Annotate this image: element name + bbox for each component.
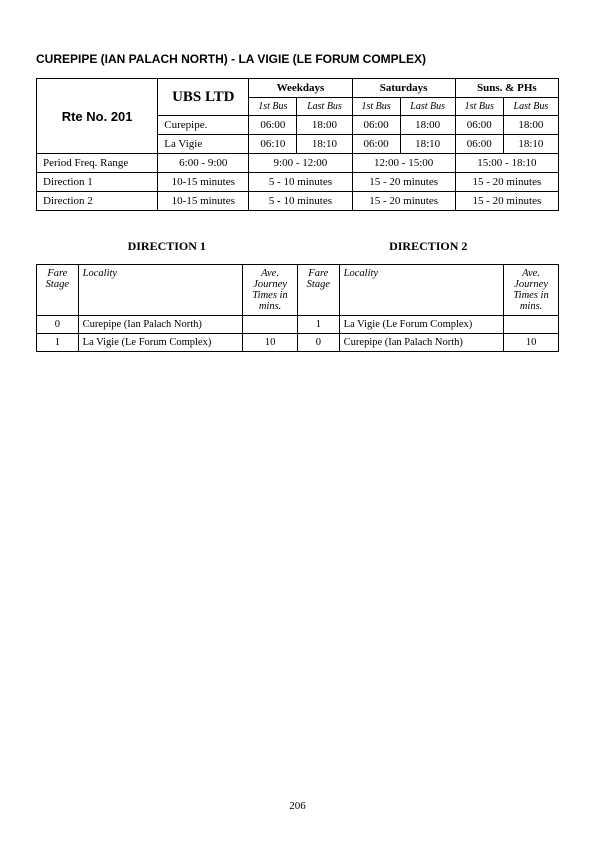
table-row: 0 Curepipe (Ian Palach North) 1 La Vigie…	[37, 316, 559, 334]
fares-table: Fare Stage Locality Ave. Journey Times i…	[36, 264, 559, 352]
cell: 18:00	[503, 116, 558, 135]
sub-header: Last Bus	[400, 98, 455, 116]
cell: 06:10	[249, 135, 297, 154]
page-number: 206	[0, 800, 595, 812]
cell: 06:00	[352, 135, 400, 154]
cell: 18:10	[400, 135, 455, 154]
cell	[243, 316, 298, 334]
cell: 10	[504, 334, 559, 352]
cell: 5 - 10 minutes	[249, 192, 352, 211]
direction-2-heading: DIRECTION 2	[298, 239, 560, 254]
row-label: Direction 2	[37, 192, 158, 211]
cell: 15 - 20 minutes	[352, 192, 455, 211]
cell: 18:10	[297, 135, 352, 154]
cell: 18:00	[297, 116, 352, 135]
cell: 0	[297, 334, 339, 352]
day-header: Suns. & PHs	[455, 79, 558, 98]
row-label: Period Freq. Range	[37, 154, 158, 173]
sub-header: Last Bus	[297, 98, 352, 116]
stop-name: La Vigie	[158, 135, 249, 154]
col-header: Ave. Journey Times in mins.	[504, 265, 559, 316]
cell: 10-15 minutes	[158, 173, 249, 192]
cell: 06:00	[352, 116, 400, 135]
cell: 06:00	[455, 116, 503, 135]
cell: 18:10	[503, 135, 558, 154]
direction-1-heading: DIRECTION 1	[36, 239, 298, 254]
cell: 06:00	[455, 135, 503, 154]
cell: 15 - 20 minutes	[455, 173, 558, 192]
cell: 10	[243, 334, 298, 352]
row-label: Direction 1	[37, 173, 158, 192]
col-header: Fare Stage	[297, 265, 339, 316]
cell: 15:00 - 18:10	[455, 154, 558, 173]
sub-header: 1st Bus	[249, 98, 297, 116]
cell: 1	[37, 334, 79, 352]
operator-name: UBS LTD	[158, 79, 249, 116]
sub-header: Last Bus	[503, 98, 558, 116]
cell: Curepipe (Ian Palach North)	[78, 316, 242, 334]
route-label: Rte No. 201	[37, 79, 158, 154]
schedule-table: Rte No. 201 UBS LTD Weekdays Saturdays S…	[36, 78, 559, 211]
day-header: Saturdays	[352, 79, 455, 98]
cell: 15 - 20 minutes	[455, 192, 558, 211]
table-row: Period Freq. Range 6:00 - 9:00 9:00 - 12…	[37, 154, 559, 173]
sub-header: 1st Bus	[455, 98, 503, 116]
table-row: 1 La Vigie (Le Forum Complex) 10 0 Curep…	[37, 334, 559, 352]
cell: Curepipe (Ian Palach North)	[339, 334, 503, 352]
cell	[504, 316, 559, 334]
day-header: Weekdays	[249, 79, 352, 98]
col-header: Ave. Journey Times in mins.	[243, 265, 298, 316]
stop-name: Curepipe.	[158, 116, 249, 135]
cell: 06:00	[249, 116, 297, 135]
cell: 5 - 10 minutes	[249, 173, 352, 192]
col-header: Locality	[78, 265, 242, 316]
col-header: Fare Stage	[37, 265, 79, 316]
cell: 15 - 20 minutes	[352, 173, 455, 192]
cell: 18:00	[400, 116, 455, 135]
col-header: Locality	[339, 265, 503, 316]
table-row: Direction 1 10-15 minutes 5 - 10 minutes…	[37, 173, 559, 192]
sub-header: 1st Bus	[352, 98, 400, 116]
page-title: CUREPIPE (IAN PALACH NORTH) - LA VIGIE (…	[36, 52, 559, 66]
cell: 6:00 - 9:00	[158, 154, 249, 173]
cell: 10-15 minutes	[158, 192, 249, 211]
cell: 1	[297, 316, 339, 334]
cell: 12:00 - 15:00	[352, 154, 455, 173]
table-row: Direction 2 10-15 minutes 5 - 10 minutes…	[37, 192, 559, 211]
cell: 9:00 - 12:00	[249, 154, 352, 173]
cell: La Vigie (Le Forum Complex)	[339, 316, 503, 334]
cell: La Vigie (Le Forum Complex)	[78, 334, 242, 352]
cell: 0	[37, 316, 79, 334]
